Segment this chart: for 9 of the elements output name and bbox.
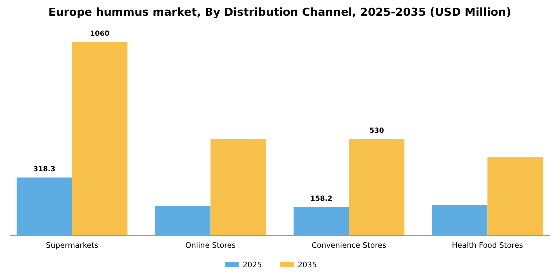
bar [488,157,544,236]
bar [432,205,488,236]
bar [72,42,128,236]
bar [155,206,211,236]
bar [210,139,266,236]
bar [16,178,72,236]
bar [294,207,350,236]
bar [349,139,405,236]
chart-title: Europe hummus market, By Distribution Channel, 2025-2035 (USD Million) [48,6,512,19]
